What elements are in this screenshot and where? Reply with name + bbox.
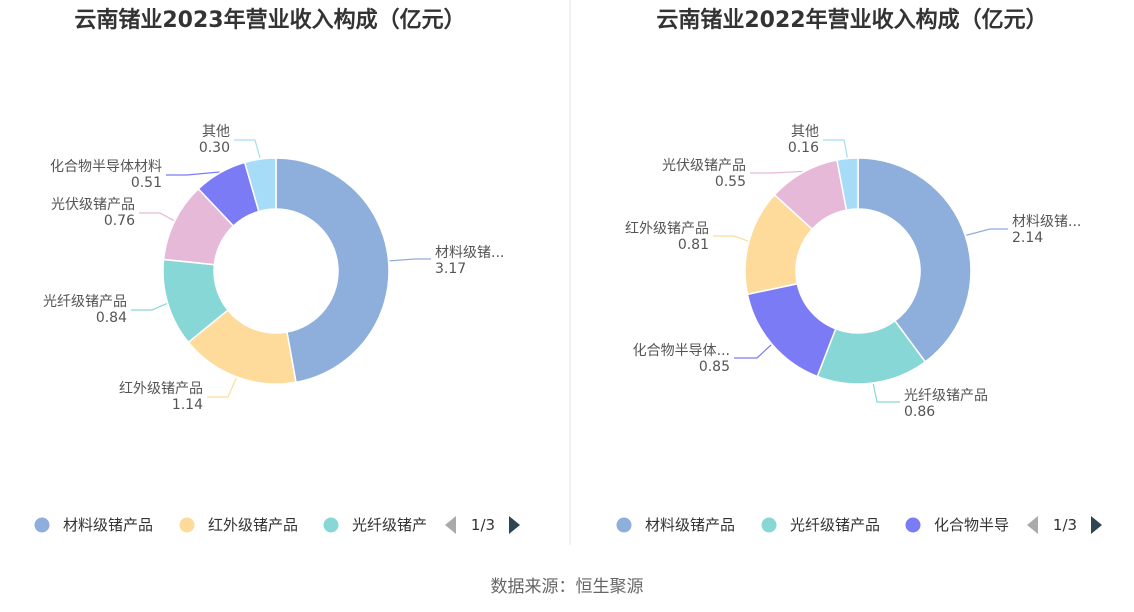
legend-item-3: 光纤级锗产 [352, 516, 427, 534]
leader-line-3 [131, 303, 167, 311]
chart-title: 云南锗业2022年营业收入构成（亿元） [656, 7, 1047, 33]
slice-label-value: 0.84 [96, 310, 127, 326]
legend-page-indicator: 1/3 [1053, 516, 1077, 534]
leader-line-4 [139, 212, 175, 222]
slice-label-name: 光纤级锗产品 [43, 294, 127, 310]
donut-chart-2: 云南锗业2022年营业收入构成（亿元）材料级锗...2.14光纤级锗产品0.86… [616, 7, 1102, 534]
slice-label-value: 0.81 [678, 237, 709, 253]
leader-line-4 [713, 235, 749, 242]
leader-line-5 [750, 170, 803, 174]
legend-item-3: 化合物半导 [934, 516, 1009, 534]
legend-marker-2 [179, 517, 195, 533]
legend-prev-arrow-icon[interactable] [445, 516, 456, 534]
slice-3[interactable] [746, 282, 837, 378]
slice-1[interactable] [857, 157, 972, 363]
slice-label-value: 1.14 [172, 397, 203, 413]
slice-1[interactable] [275, 157, 390, 384]
legend-marker-1 [34, 517, 50, 533]
slice-6[interactable] [243, 157, 277, 213]
legend-next-arrow-icon[interactable] [509, 516, 520, 534]
legend-item-1: 材料级锗产品 [63, 516, 153, 534]
legend-marker-3 [905, 517, 921, 533]
slice-label-name: 光纤级锗产品 [904, 388, 988, 404]
slice-label-name: 化合物半导体材料 [50, 159, 162, 175]
donut-chart-1: 云南锗业2023年营业收入构成（亿元）材料级锗...3.17红外级锗产品1.14… [34, 7, 520, 534]
leader-line-2 [872, 383, 900, 403]
slice-label-value: 0.30 [199, 140, 230, 156]
legend-next-arrow-icon[interactable] [1091, 516, 1102, 534]
slice-label-value: 3.17 [435, 261, 466, 277]
slice-label-value: 0.51 [131, 175, 162, 191]
legend-page-indicator: 1/3 [471, 516, 495, 534]
slice-label-name: 红外级锗产品 [625, 221, 709, 237]
legend-item-2: 红外级锗产品 [208, 516, 298, 534]
slice-label-name: 其他 [791, 124, 819, 140]
slice-6[interactable] [836, 157, 859, 211]
leader-line-6 [234, 139, 261, 159]
slice-label-name: 光伏级锗产品 [51, 197, 135, 213]
legend: 材料级锗产品 光纤级锗产品 化合物半导 1/3 [616, 516, 1102, 534]
chart-title: 云南锗业2023年营业收入构成（亿元） [74, 7, 465, 33]
legend-marker-2 [761, 517, 777, 533]
leader-line-6 [823, 139, 848, 158]
leader-line-5 [166, 171, 220, 176]
legend-prev-arrow-icon[interactable] [1027, 516, 1038, 534]
slice-label-name: 红外级锗产品 [119, 381, 203, 397]
leader-line-2 [207, 377, 237, 398]
slice-label-value: 0.76 [104, 213, 135, 229]
legend-marker-1 [616, 517, 632, 533]
legend: 材料级锗产品 红外级锗产品 光纤级锗产 1/3 [34, 516, 520, 534]
slice-label-name: 光伏级锗产品 [662, 158, 746, 174]
leader-line-1 [389, 258, 431, 262]
data-source-text: 数据来源：恒生聚源 [490, 577, 644, 597]
leader-line-3 [734, 344, 772, 359]
slice-label-name: 材料级锗... [1012, 214, 1081, 230]
legend-item-1: 材料级锗产品 [645, 516, 735, 534]
slice-label-name: 其他 [202, 124, 230, 140]
slice-label-value: 0.55 [715, 174, 746, 190]
legend-item-2: 光纤级锗产品 [790, 516, 880, 534]
slice-label-value: 0.85 [699, 359, 730, 375]
slice-label-name: 材料级锗... [435, 245, 504, 261]
slice-label-value: 0.16 [788, 140, 819, 156]
slice-label-name: 化合物半导体... [633, 343, 730, 359]
data-source-note: 数据来源：恒生聚源 [0, 572, 1134, 597]
slice-label-value: 0.86 [904, 404, 935, 420]
leader-line-1 [966, 228, 1008, 236]
slice-label-value: 2.14 [1012, 230, 1043, 246]
legend-marker-3 [323, 517, 339, 533]
